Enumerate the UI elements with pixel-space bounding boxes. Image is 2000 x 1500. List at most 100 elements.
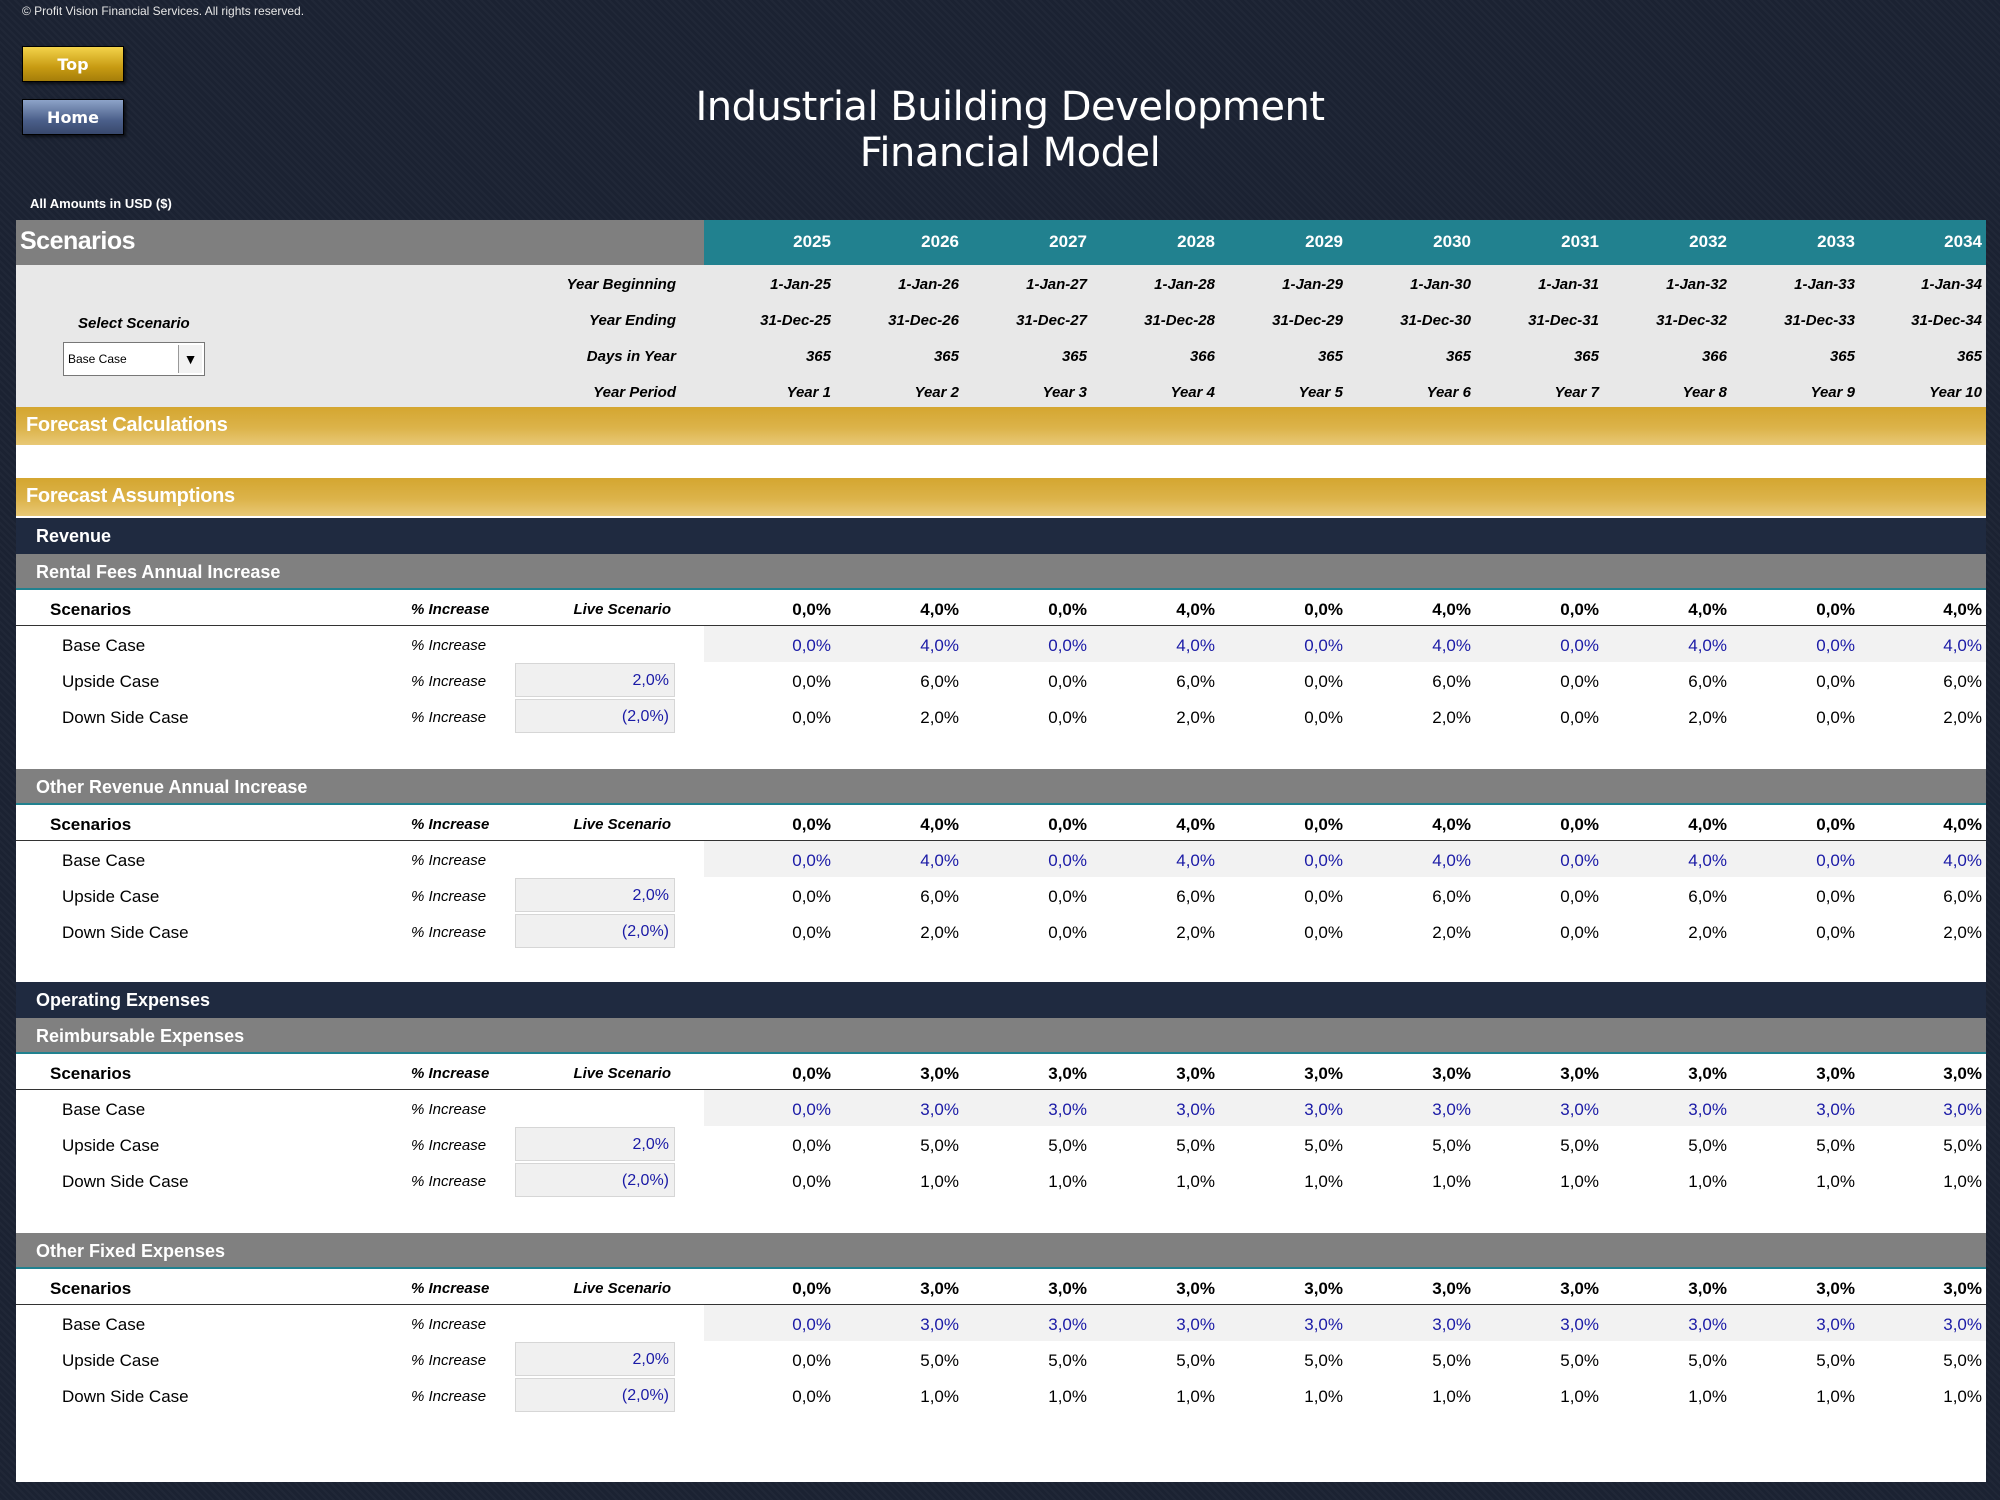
top-button[interactable]: Top <box>22 46 124 82</box>
value-cell: 5,0% <box>1304 1136 1343 1155</box>
value-cell[interactable]: 0,0% <box>792 636 831 655</box>
section-title: Other Revenue Annual Increase <box>16 769 1986 805</box>
value-cell: 3,0% <box>1688 1279 1727 1298</box>
value-cell[interactable]: 3,0% <box>1304 1100 1343 1119</box>
year-beginning-cell: 1-Jan-26 <box>898 276 959 293</box>
value-cell[interactable]: 4,0% <box>1176 636 1215 655</box>
days-in-year-cell: 366 <box>1189 348 1215 365</box>
adjustment-input-value[interactable]: 2,0% <box>632 1351 669 1368</box>
base-case-row: Base Case % Increase 0,0% 3,0% 3,0% 3,0% 3,0% 3… <box>16 1305 1986 1341</box>
value-cell[interactable]: 4,0% <box>1688 851 1727 870</box>
adjustment-input-value[interactable]: 2,0% <box>632 1136 669 1153</box>
adjustment-input-cell[interactable] <box>515 1127 675 1161</box>
adjustment-input-value[interactable]: (2,0%) <box>621 923 669 940</box>
value-cell: 1,0% <box>1816 1172 1855 1191</box>
dropdown-arrow-icon[interactable]: ▼ <box>178 345 202 373</box>
value-cell[interactable]: 4,0% <box>1943 851 1982 870</box>
value-cell[interactable]: 3,0% <box>1432 1315 1471 1334</box>
days-in-year-cell: 365 <box>1061 348 1087 365</box>
value-cell[interactable]: 3,0% <box>1688 1315 1727 1334</box>
value-cell[interactable]: 4,0% <box>1943 636 1982 655</box>
value-cell[interactable]: 4,0% <box>920 851 959 870</box>
downside-case-row: Down Side Case % Increase (2,0%) 0,0% 2,0% 0,… <box>16 698 1986 734</box>
value-cell[interactable]: 0,0% <box>1048 636 1087 655</box>
value-cell[interactable]: 3,0% <box>1816 1315 1855 1334</box>
adjustment-input-cell[interactable] <box>515 699 675 733</box>
adjustment-input-value[interactable]: 2,0% <box>632 887 669 904</box>
value-cell[interactable]: 3,0% <box>1048 1100 1087 1119</box>
unit-label: % Increase <box>411 1388 487 1405</box>
value-cell: 0,0% <box>1816 923 1855 942</box>
input-shading <box>704 1090 1986 1126</box>
value-cell[interactable]: 4,0% <box>1432 636 1471 655</box>
value-cell[interactable]: 3,0% <box>1943 1100 1982 1119</box>
value-cell[interactable]: 0,0% <box>792 1315 831 1334</box>
spreadsheet-area: Scenarios Select Scenario Base Case ▼ Ye… <box>16 220 1986 1482</box>
forecast-calculations-band: Forecast Calculations <box>16 407 1986 445</box>
value-cell[interactable]: 4,0% <box>920 636 959 655</box>
value-cell[interactable]: 0,0% <box>1560 851 1599 870</box>
home-button[interactable]: Home <box>22 99 124 135</box>
unit-label: % Increase <box>411 637 487 654</box>
value-cell: 0,0% <box>792 923 831 942</box>
value-cell[interactable]: 3,0% <box>1560 1100 1599 1119</box>
days-in-year-label: Days in Year <box>586 348 676 365</box>
adjustment-input-cell[interactable] <box>515 878 675 912</box>
value-cell: 0,0% <box>1048 708 1087 727</box>
row-label: Scenarios <box>50 600 132 619</box>
adjustment-input-value[interactable]: (2,0%) <box>621 708 669 725</box>
value-cell: 5,0% <box>1943 1351 1982 1370</box>
value-cell[interactable]: 3,0% <box>1304 1315 1343 1334</box>
value-cell[interactable]: 0,0% <box>1816 851 1855 870</box>
value-cell: 6,0% <box>1943 672 1982 691</box>
year-ending-cell: 31-Dec-34 <box>1911 312 1982 329</box>
year-header: 2030 <box>1433 232 1471 251</box>
value-cell[interactable]: 3,0% <box>1176 1100 1215 1119</box>
scenario-select[interactable]: Base Case ▼ <box>63 342 205 376</box>
adjustment-input-cell[interactable] <box>515 914 675 948</box>
value-cell: 0,0% <box>1304 815 1343 834</box>
value-cell[interactable]: 0,0% <box>792 851 831 870</box>
value-cell[interactable]: 0,0% <box>1304 636 1343 655</box>
adjustment-input-cell[interactable] <box>515 663 675 697</box>
value-cell[interactable]: 3,0% <box>1688 1100 1727 1119</box>
value-cell[interactable]: 0,0% <box>1816 636 1855 655</box>
value-cell: 5,0% <box>920 1136 959 1155</box>
value-cell[interactable]: 3,0% <box>920 1315 959 1334</box>
adjustment-input-value[interactable]: (2,0%) <box>621 1172 669 1189</box>
unit-label: % Increase <box>411 709 487 726</box>
value-cell: 2,0% <box>1176 708 1215 727</box>
value-cell: 0,0% <box>792 1279 831 1298</box>
value-cell[interactable]: 3,0% <box>1432 1100 1471 1119</box>
value-cell: 5,0% <box>1688 1351 1727 1370</box>
year-ending-cell: 31-Dec-25 <box>760 312 831 329</box>
value-cell[interactable]: 0,0% <box>1560 636 1599 655</box>
adjustment-input-value[interactable]: 2,0% <box>632 672 669 689</box>
adjustment-input-value[interactable]: (2,0%) <box>621 1387 669 1404</box>
value-cell: 0,0% <box>1816 887 1855 906</box>
value-cell[interactable]: 3,0% <box>920 1100 959 1119</box>
value-cell: 0,0% <box>792 600 831 619</box>
year-ending-cell: 31-Dec-33 <box>1784 312 1855 329</box>
value-cell[interactable]: 3,0% <box>1176 1315 1215 1334</box>
value-cell[interactable]: 4,0% <box>1688 636 1727 655</box>
value-cell[interactable]: 4,0% <box>1176 851 1215 870</box>
year-header: 2032 <box>1689 232 1727 251</box>
value-cell: 2,0% <box>1943 923 1982 942</box>
value-cell[interactable]: 4,0% <box>1432 851 1471 870</box>
value-cell[interactable]: 0,0% <box>792 1100 831 1119</box>
value-cell[interactable]: 0,0% <box>1304 851 1343 870</box>
value-cell[interactable]: 3,0% <box>1816 1100 1855 1119</box>
adjustment-input-cell[interactable] <box>515 1163 675 1197</box>
adjustment-input-cell[interactable] <box>515 1378 675 1412</box>
value-cell[interactable]: 3,0% <box>1560 1315 1599 1334</box>
days-in-year-cell: 365 <box>1573 348 1599 365</box>
adjustment-input-cell[interactable] <box>515 1342 675 1376</box>
value-cell: 4,0% <box>920 815 959 834</box>
value-cell[interactable]: 3,0% <box>1943 1315 1982 1334</box>
value-cell[interactable]: 0,0% <box>1048 851 1087 870</box>
row-label: Base Case <box>62 851 146 870</box>
unit-label: % Increase <box>411 1137 487 1154</box>
value-cell[interactable]: 3,0% <box>1048 1315 1087 1334</box>
days-in-year-cell: 365 <box>933 348 959 365</box>
